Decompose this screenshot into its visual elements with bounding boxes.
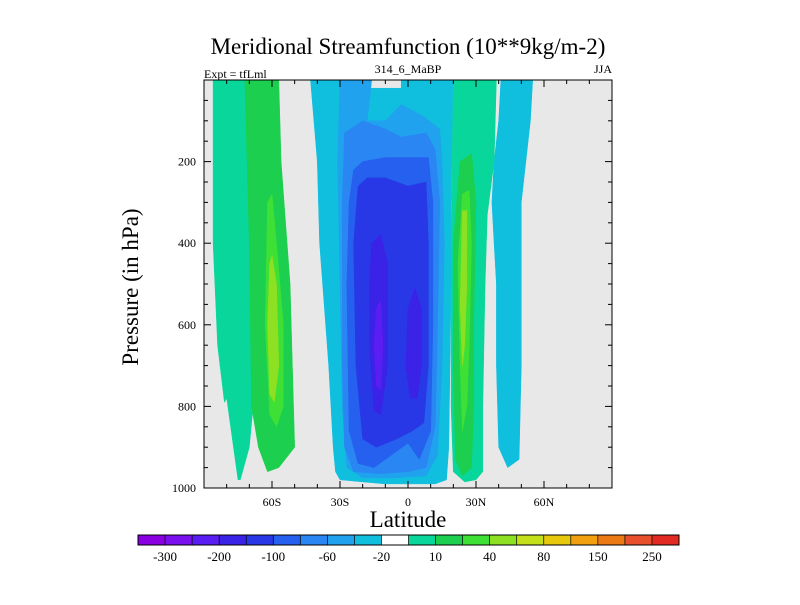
- y-tick-label: 400: [178, 236, 196, 250]
- contour-region-3: [267, 255, 280, 403]
- colorbar-swatch: [651, 535, 680, 545]
- contour-region-11: [373, 300, 384, 391]
- colorbar-label: -100: [261, 549, 285, 564]
- x-axis-label: Latitude: [370, 507, 447, 532]
- colorbar-swatch: [624, 535, 653, 545]
- x-tick-label: 60N: [534, 495, 555, 509]
- x-tick-label: 0: [405, 495, 411, 509]
- contour-layer: [212, 80, 533, 485]
- x-tick-label: 30S: [331, 495, 350, 509]
- colorbar-frame: [137, 534, 680, 546]
- colorbar-swatch: [543, 535, 572, 545]
- y-tick-label: 600: [178, 318, 196, 332]
- colorbar-label: -200: [207, 549, 231, 564]
- contour-region-12: [491, 80, 533, 468]
- x-tick-label: 30N: [466, 495, 487, 509]
- colorbar-swatch: [435, 535, 463, 545]
- colorbar-swatch: [138, 535, 166, 545]
- colorbar-swatch: [300, 535, 328, 545]
- colorbar: -300 -200 -100 -60 -20 10 40 80 150 250: [137, 534, 680, 564]
- colorbar-label: 80: [537, 549, 550, 564]
- colorbar-swatch: [354, 535, 382, 545]
- colorbar-swatch: [570, 535, 599, 545]
- y-axis-ticks: 200 400 600 800 1000: [172, 99, 612, 495]
- x-tick-label: 60S: [263, 495, 282, 509]
- x-axis-ticks: 60S 30S 0 30N 60N: [226, 80, 590, 509]
- colorbar-swatch: [246, 535, 274, 545]
- colorbar-swatch: [597, 535, 626, 545]
- colorbar-swatch: [273, 535, 301, 545]
- colorbar-swatch: [462, 535, 490, 545]
- colorbar-swatch: [381, 535, 409, 545]
- experiment-label: Expt = tfLml: [204, 67, 267, 81]
- colorbar-swatch: [219, 535, 247, 545]
- colorbar-swatch: [408, 535, 436, 545]
- chart-title: Meridional Streamfunction (10**9kg/m-2): [211, 34, 606, 59]
- colorbar-swatch: [165, 535, 193, 545]
- colorbar-label: 10: [429, 549, 442, 564]
- contour-region-10: [405, 287, 422, 399]
- colorbar-label: -300: [153, 549, 177, 564]
- y-axis-label: Pressure (in hPa): [118, 208, 143, 365]
- season-label: JJA: [594, 62, 612, 76]
- period-label: 314_6_MaBP: [375, 62, 442, 76]
- colorbar-label: 250: [642, 549, 662, 564]
- colorbar-swatch: [192, 535, 220, 545]
- y-tick-label: 200: [178, 155, 196, 169]
- colorbar-label: 40: [483, 549, 496, 564]
- colorbar-label: -60: [319, 549, 336, 564]
- contour-region-16: [459, 210, 468, 366]
- colorbar-label: 150: [588, 549, 608, 564]
- colorbar-label: -20: [373, 549, 390, 564]
- colorbar-swatch: [489, 535, 517, 545]
- colorbar-swatch: [516, 535, 545, 545]
- colorbar-swatch: [327, 535, 355, 545]
- y-tick-label: 800: [178, 399, 196, 413]
- y-tick-label: 1000: [172, 481, 196, 495]
